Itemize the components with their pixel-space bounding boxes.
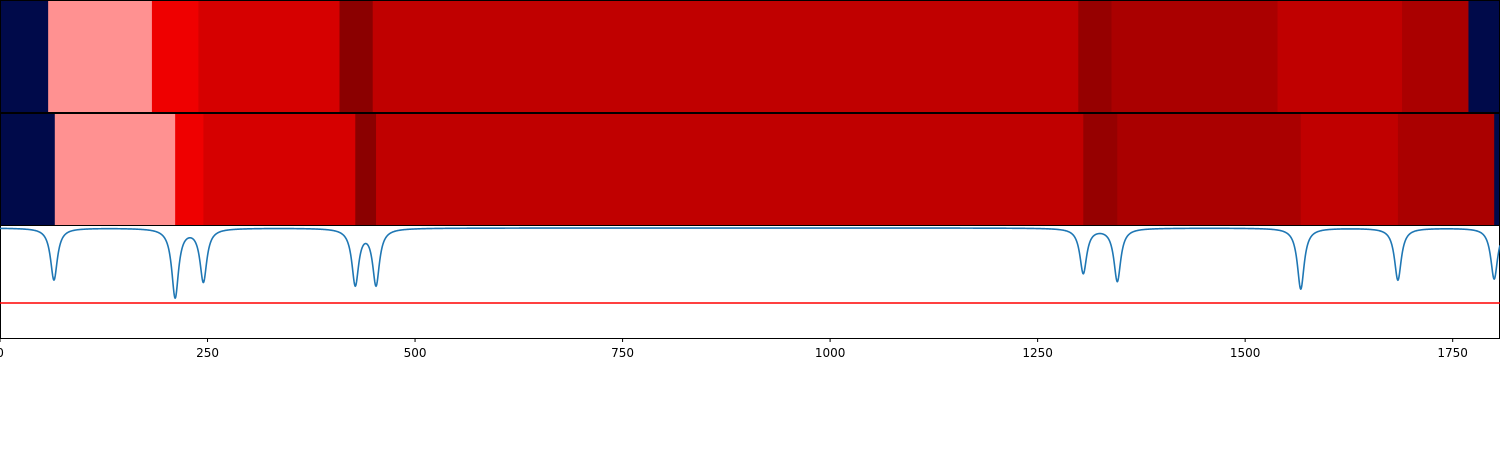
x-tick-label: 1500 xyxy=(1230,346,1261,360)
x-tick-label: 0 xyxy=(0,346,4,360)
heatmap-segment xyxy=(1397,114,1495,225)
signal-panel xyxy=(0,225,1500,339)
heatmap-segment xyxy=(1494,114,1500,225)
heatmap-segment xyxy=(198,1,341,112)
heatmap-segment xyxy=(1117,114,1302,225)
heatmap-segment xyxy=(151,1,199,112)
heatmap-row-1 xyxy=(0,0,1500,113)
series-line xyxy=(0,227,1500,300)
heatmap-segment xyxy=(175,114,204,225)
x-tick-label: 250 xyxy=(196,346,219,360)
heatmap-segment xyxy=(1078,1,1113,112)
x-tick-label: 500 xyxy=(404,346,427,360)
heatmap-segment xyxy=(376,114,1084,225)
x-axis: 0 250 500 750 1000 1250 1500 1750 xyxy=(0,338,1468,360)
heatmap-segment xyxy=(0,1,49,112)
x-tick-label: 750 xyxy=(611,346,634,360)
heatmap-segment xyxy=(1468,1,1500,112)
heatmap-segment xyxy=(1277,1,1403,112)
heatmap-segment xyxy=(1300,114,1399,225)
heatmap-segment xyxy=(1083,114,1118,225)
x-tick-label: 1250 xyxy=(1022,346,1053,360)
heatmap-segment xyxy=(355,114,377,225)
x-tick-label: 1750 xyxy=(1437,346,1468,360)
heatmap-segment xyxy=(54,114,176,225)
heatmap-segment xyxy=(203,114,356,225)
heatmap-segment xyxy=(339,1,374,112)
heatmap-segment xyxy=(0,114,56,225)
heatmap-segment xyxy=(1402,1,1469,112)
heatmap-segment xyxy=(1111,1,1279,112)
heatmap-row-2 xyxy=(0,113,1500,226)
heatmap-segment xyxy=(372,1,1079,112)
heatmap-segment xyxy=(48,1,153,112)
plot-frame xyxy=(0,225,1500,339)
x-tick-label: 1000 xyxy=(815,346,846,360)
